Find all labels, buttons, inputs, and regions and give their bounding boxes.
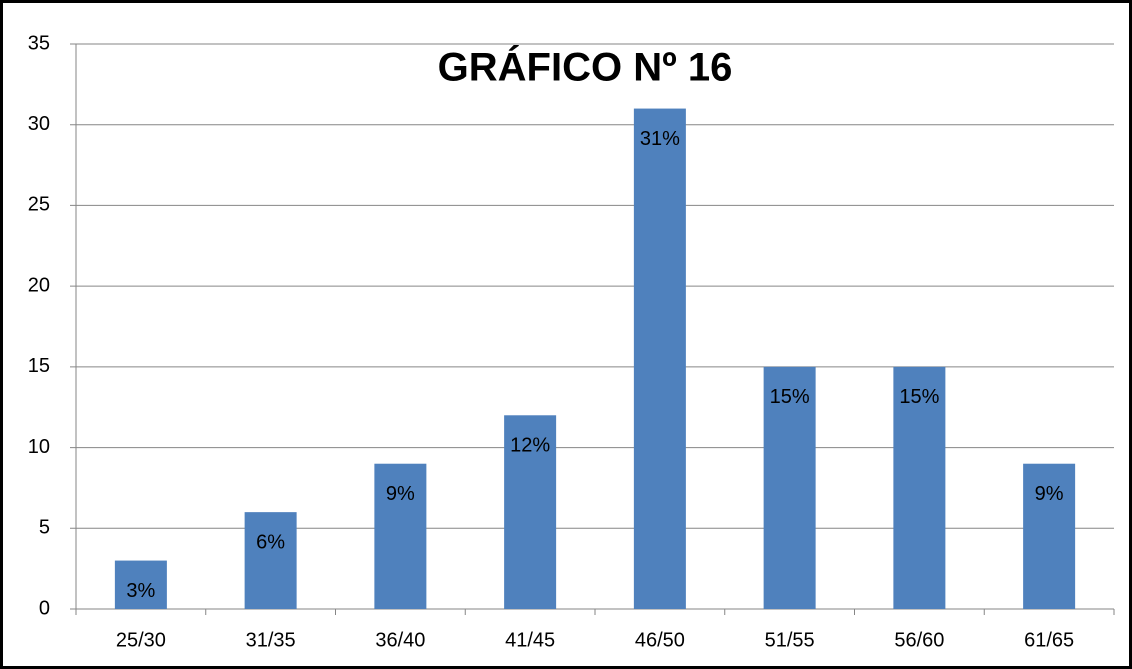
y-tick-label: 10 [28, 436, 50, 458]
x-tick-label: 61/65 [1024, 629, 1074, 651]
bar [244, 512, 297, 609]
x-tick-label: 51/55 [765, 629, 815, 651]
y-tick-label: 25 [28, 194, 50, 216]
data-label: 15% [899, 386, 939, 408]
y-tick-label: 15 [28, 355, 50, 377]
bar [504, 415, 557, 609]
bar [893, 366, 946, 609]
data-label: 12% [510, 435, 550, 457]
y-tick-label: 30 [28, 113, 50, 135]
bar [1023, 463, 1076, 609]
bar [633, 108, 686, 610]
x-tick-label: 36/40 [375, 629, 425, 651]
data-label: 3% [126, 580, 155, 602]
data-label: 31% [640, 128, 680, 150]
data-label: 9% [1035, 483, 1064, 505]
data-label: 15% [770, 386, 810, 408]
data-label: 9% [386, 483, 415, 505]
bar [114, 560, 167, 609]
x-tick-label: 25/30 [116, 629, 166, 651]
x-tick-label: 41/45 [505, 629, 555, 651]
y-tick-label: 0 [39, 597, 50, 619]
y-tick-label: 5 [39, 517, 50, 539]
x-tick-label: 46/50 [635, 629, 685, 651]
y-tick-label: 35 [28, 32, 50, 54]
chart-title: GRÁFICO Nº 16 [438, 45, 733, 90]
y-tick-label: 20 [28, 274, 50, 296]
x-tick-label: 56/60 [894, 629, 944, 651]
bar [374, 463, 427, 609]
data-label: 6% [256, 531, 285, 553]
x-tick-label: 31/35 [246, 629, 296, 651]
bar [763, 366, 816, 609]
